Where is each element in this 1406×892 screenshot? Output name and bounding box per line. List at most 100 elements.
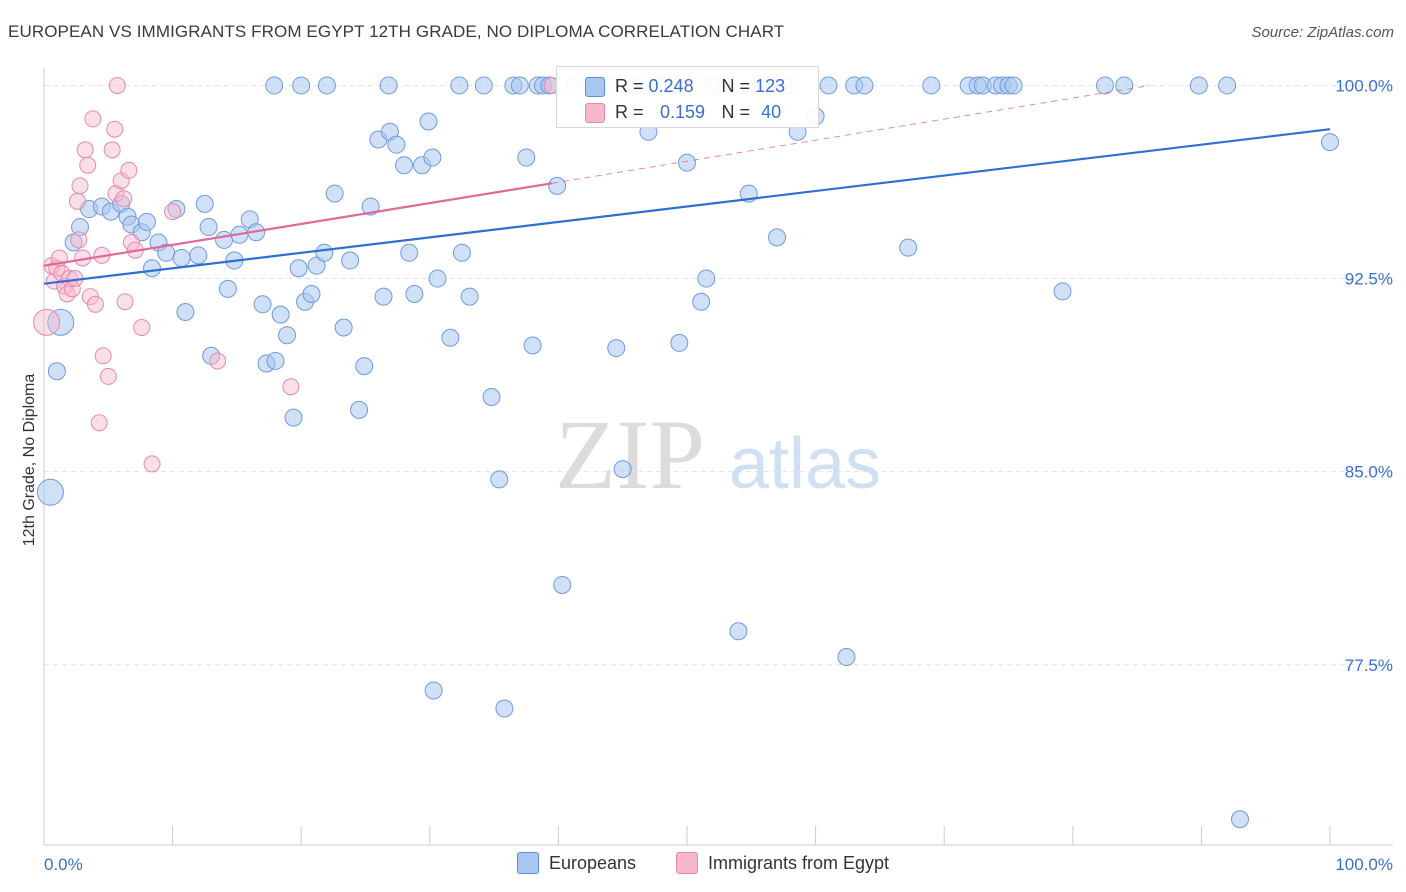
data-point-europeans bbox=[424, 681, 443, 700]
y-tick-label: 85.0% bbox=[1345, 463, 1393, 482]
data-point-egypt bbox=[282, 378, 300, 396]
data-point-europeans bbox=[490, 470, 509, 489]
stats-pink-n-value: 40 bbox=[761, 102, 782, 122]
stats-swatch-blue bbox=[585, 77, 605, 97]
data-point-europeans bbox=[71, 218, 90, 237]
data-point-europeans bbox=[1004, 76, 1023, 95]
data-point-egypt bbox=[79, 156, 97, 174]
data-point-europeans bbox=[922, 76, 941, 95]
data-point-europeans bbox=[265, 76, 284, 95]
tick-labels: 77.5% 85.0% 92.5% 100.0% 0.0% 100.0% bbox=[44, 76, 1393, 874]
legend-swatch-europeans bbox=[516, 852, 539, 874]
data-point-europeans bbox=[1321, 133, 1339, 152]
data-point-europeans bbox=[510, 76, 529, 95]
data-point-europeans bbox=[341, 251, 360, 270]
data-point-egypt bbox=[94, 347, 112, 365]
data-point-egypt bbox=[133, 318, 151, 336]
data-point-europeans bbox=[302, 285, 321, 304]
data-point-egypt bbox=[106, 120, 124, 138]
data-point-europeans bbox=[729, 622, 748, 641]
data-point-egypt bbox=[76, 141, 94, 159]
data-point-europeans bbox=[387, 135, 406, 154]
legend-swatch-egypt bbox=[676, 852, 699, 874]
x-tick-label-start: 0.0% bbox=[44, 855, 83, 874]
data-point-europeans bbox=[899, 238, 918, 257]
legend-label-egypt: Immigrants from Egypt bbox=[708, 852, 890, 873]
data-point-europeans bbox=[271, 305, 290, 324]
data-point-europeans bbox=[395, 156, 414, 175]
legend: Europeans Immigrants from Egypt bbox=[0, 852, 1406, 874]
data-point-europeans bbox=[1218, 76, 1237, 95]
stats-row-pink: R = 0.159 N = 40 bbox=[615, 102, 781, 123]
data-point-europeans bbox=[837, 648, 856, 667]
trend-line-egypt bbox=[43, 182, 553, 267]
data-point-egypt bbox=[120, 161, 138, 179]
data-point-europeans bbox=[670, 333, 689, 352]
axes bbox=[43, 68, 1393, 846]
data-point-europeans bbox=[379, 76, 398, 95]
data-point-egypt bbox=[70, 231, 88, 249]
data-point-europeans bbox=[215, 230, 234, 249]
watermark: ZIP atlas bbox=[555, 399, 881, 510]
data-point-europeans bbox=[137, 212, 156, 231]
data-point-europeans bbox=[1053, 282, 1072, 301]
data-point-europeans bbox=[1230, 810, 1249, 829]
stats-blue-r-value: 0.248 bbox=[648, 76, 694, 96]
legend-item-egypt[interactable]: Immigrants from Egypt bbox=[676, 852, 889, 874]
stats-blue-n-label: N = bbox=[721, 76, 751, 96]
data-point-egypt bbox=[209, 352, 227, 370]
data-point-europeans bbox=[1115, 76, 1134, 95]
series-egypt-points bbox=[33, 76, 561, 473]
data-point-europeans bbox=[692, 292, 711, 311]
data-point-europeans bbox=[143, 259, 162, 278]
data-point-europeans bbox=[423, 148, 442, 167]
chart-title: EUROPEAN VS IMMIGRANTS FROM EGYPT 12TH G… bbox=[8, 22, 785, 41]
data-point-egypt bbox=[90, 414, 108, 432]
data-point-europeans bbox=[47, 362, 66, 381]
data-point-europeans bbox=[47, 308, 75, 336]
stats-box: R = 0.248 N = 123 R = 0.159 N = 40 bbox=[556, 66, 819, 128]
stats-swatch-pink bbox=[585, 103, 605, 123]
watermark-atlas: atlas bbox=[729, 424, 881, 504]
stats-row-blue: R = 0.248 N = 123 bbox=[615, 76, 785, 97]
data-point-europeans bbox=[361, 197, 380, 216]
data-point-europeans bbox=[199, 218, 218, 237]
source-credit: Source: ZipAtlas.com bbox=[1251, 24, 1394, 41]
data-point-europeans bbox=[474, 76, 493, 95]
trend-line-egypt-extension bbox=[551, 84, 1151, 184]
data-point-egypt bbox=[86, 295, 104, 313]
data-point-europeans bbox=[284, 408, 303, 427]
y-tick-label: 92.5% bbox=[1345, 270, 1393, 289]
data-point-europeans bbox=[697, 269, 716, 288]
data-point-europeans bbox=[36, 478, 64, 506]
stats-pink-r-label: R = bbox=[615, 102, 644, 122]
y-tick-label: 77.5% bbox=[1345, 656, 1393, 675]
data-point-europeans bbox=[400, 243, 419, 262]
data-point-europeans bbox=[553, 575, 572, 594]
data-point-europeans bbox=[452, 243, 471, 262]
data-point-egypt bbox=[99, 367, 117, 385]
data-point-europeans bbox=[768, 228, 787, 247]
data-point-europeans bbox=[517, 148, 536, 167]
data-point-europeans bbox=[405, 285, 424, 304]
stats-blue-r-label: R = bbox=[615, 76, 644, 96]
data-point-europeans bbox=[495, 699, 514, 718]
data-point-europeans bbox=[855, 76, 874, 95]
data-point-europeans bbox=[218, 279, 237, 298]
data-point-egypt bbox=[116, 293, 134, 311]
data-point-europeans bbox=[266, 351, 285, 370]
data-point-egypt bbox=[84, 110, 102, 128]
data-point-egypt bbox=[71, 177, 89, 195]
data-point-europeans bbox=[350, 400, 369, 419]
legend-item-europeans[interactable]: Europeans bbox=[516, 852, 636, 874]
data-point-europeans bbox=[819, 76, 838, 95]
data-point-europeans bbox=[172, 248, 191, 267]
data-point-egypt bbox=[115, 190, 133, 208]
data-point-europeans bbox=[523, 336, 542, 355]
data-point-europeans bbox=[189, 246, 208, 265]
trend-line-europeans bbox=[43, 128, 1331, 285]
data-point-europeans bbox=[613, 460, 632, 479]
data-point-egypt bbox=[68, 192, 86, 210]
data-point-europeans bbox=[289, 259, 308, 278]
